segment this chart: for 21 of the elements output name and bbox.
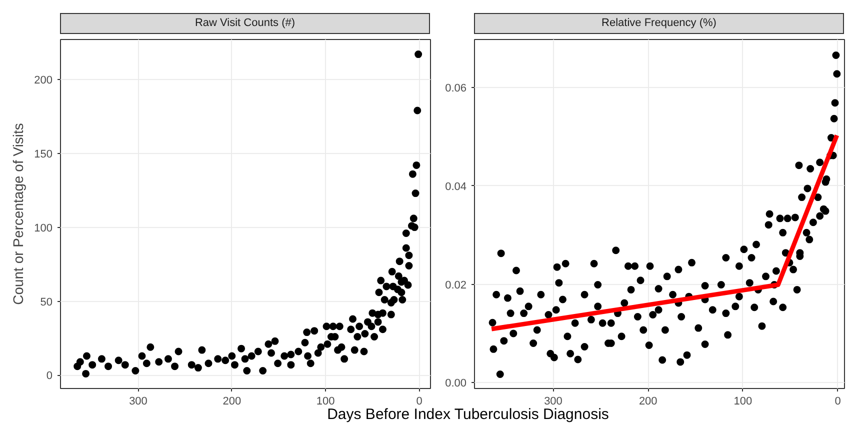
y-tick-label: 0.04: [445, 180, 467, 193]
x-tick-label: 200: [638, 396, 658, 408]
x-tick-label: 300: [544, 396, 562, 408]
x-tick-label: 100: [316, 396, 335, 408]
x-tick-label: 200: [222, 396, 242, 408]
y-axis-title: Count or Percentage of Visits: [10, 123, 26, 305]
x-tick-label: 100: [734, 396, 752, 408]
y-tick-label: 50: [40, 296, 53, 308]
y-tick-label: 0.00: [445, 378, 467, 390]
x-tick-label: 300: [129, 396, 148, 408]
y-tick-label: 0.06: [445, 82, 467, 95]
x-tick-label: 0: [834, 396, 841, 408]
chart-title: Raw Visit Counts (#): [194, 16, 296, 31]
x-tick-label: 0: [416, 396, 422, 408]
y-tick-label: 150: [34, 148, 53, 160]
y-tick-label: 0.02: [445, 279, 467, 292]
y-tick-label: 200: [34, 74, 53, 86]
chart-title: Relative Frequency (%): [602, 16, 716, 31]
x-axis-title: Days Before Index Tuberculosis Diagnosis: [327, 405, 609, 423]
y-tick-label: 100: [34, 222, 53, 234]
y-tick-label: 0: [46, 370, 53, 382]
